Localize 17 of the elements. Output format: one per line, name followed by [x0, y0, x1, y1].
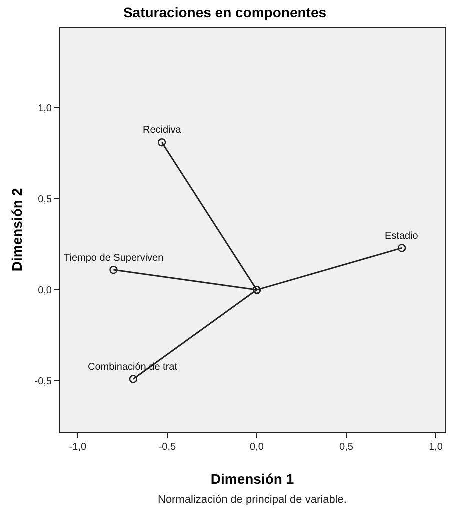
chart-title: Saturaciones en componentes: [123, 4, 327, 21]
y-tick-label: -0,5: [34, 376, 52, 388]
annotation: Estadio: [385, 231, 419, 242]
y-axis-title: Dimensión 2: [9, 188, 25, 272]
y-tick-label: 0,5: [38, 194, 52, 206]
x-tick-label: 1,0: [429, 442, 444, 453]
y-tick-label: 0,0: [38, 286, 52, 297]
x-tick-label: 0,5: [340, 442, 354, 453]
annotation: Tiempo de Superviven: [64, 253, 164, 264]
annotation: Recidiva: [143, 125, 182, 136]
y-tick-label: 1,0: [38, 104, 52, 115]
x-tick-label: -0,5: [158, 442, 176, 453]
x-tick-label: 0,0: [250, 442, 264, 453]
x-axis-title: Dimensión 1: [210, 471, 294, 487]
text: Normalización de principal de variable.: [158, 494, 347, 506]
annotation: Combinación de trat: [88, 362, 178, 373]
x-tick-label: -1,0: [69, 442, 87, 453]
